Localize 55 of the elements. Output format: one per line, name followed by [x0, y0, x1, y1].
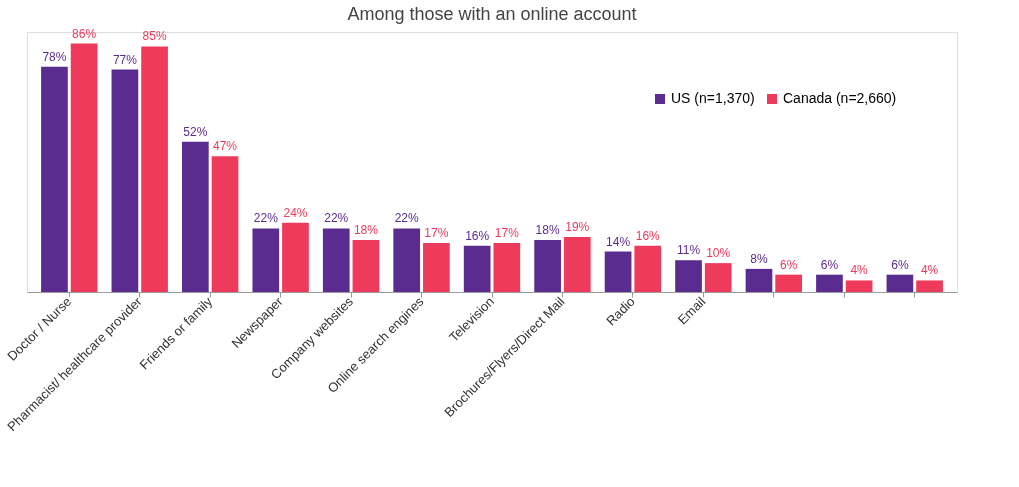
legend-label: Canada (n=2,660) [783, 90, 897, 106]
data-label: 6% [891, 257, 909, 272]
data-label: 16% [465, 228, 490, 243]
data-label: 17% [494, 225, 520, 240]
data-label: 6% [779, 257, 798, 272]
legend-label: US (n=1,370) [671, 90, 755, 106]
data-label: 10% [706, 246, 731, 261]
data-label: 14% [606, 234, 631, 249]
bar [563, 237, 591, 292]
data-label: 17% [424, 225, 449, 240]
bar [352, 240, 380, 292]
bar [675, 260, 702, 292]
bar [423, 242, 450, 292]
bar [704, 263, 732, 292]
data-label: 11% [676, 243, 701, 258]
bar [845, 280, 873, 292]
data-label: 78% [42, 49, 67, 64]
data-label: 24% [283, 205, 308, 220]
chart-title: Among those with an online account [347, 3, 637, 24]
bar [70, 43, 98, 292]
bar [534, 240, 561, 292]
bar [886, 274, 914, 292]
data-label: 8% [750, 251, 768, 266]
bar [393, 228, 421, 292]
bar [493, 242, 521, 292]
data-label: 18% [353, 223, 379, 237]
bar [604, 251, 632, 292]
data-label: 6% [820, 257, 839, 272]
bar [463, 245, 491, 292]
data-label: 4% [850, 263, 869, 278]
data-label: 22% [253, 211, 279, 226]
bar [282, 222, 309, 292]
data-label: 22% [324, 211, 349, 226]
bar [182, 141, 209, 292]
data-label: 4% [920, 263, 939, 278]
data-label: 47% [213, 139, 238, 154]
data-label: 77% [112, 52, 138, 67]
bar [745, 268, 773, 292]
bar [111, 69, 139, 292]
bar [916, 280, 943, 292]
data-label: 18% [535, 223, 560, 237]
data-label: 22% [394, 211, 420, 226]
data-label: 19% [565, 220, 590, 235]
bar [775, 274, 802, 292]
bar [252, 228, 280, 292]
bar [41, 66, 68, 292]
data-label: 85% [142, 29, 167, 44]
bar [141, 46, 168, 292]
data-label: 86% [72, 26, 97, 41]
bar [816, 274, 843, 292]
data-label: 52% [183, 124, 208, 139]
bar [211, 156, 239, 292]
bar [322, 228, 350, 292]
data-label: 16% [635, 228, 661, 243]
bar [634, 245, 662, 292]
